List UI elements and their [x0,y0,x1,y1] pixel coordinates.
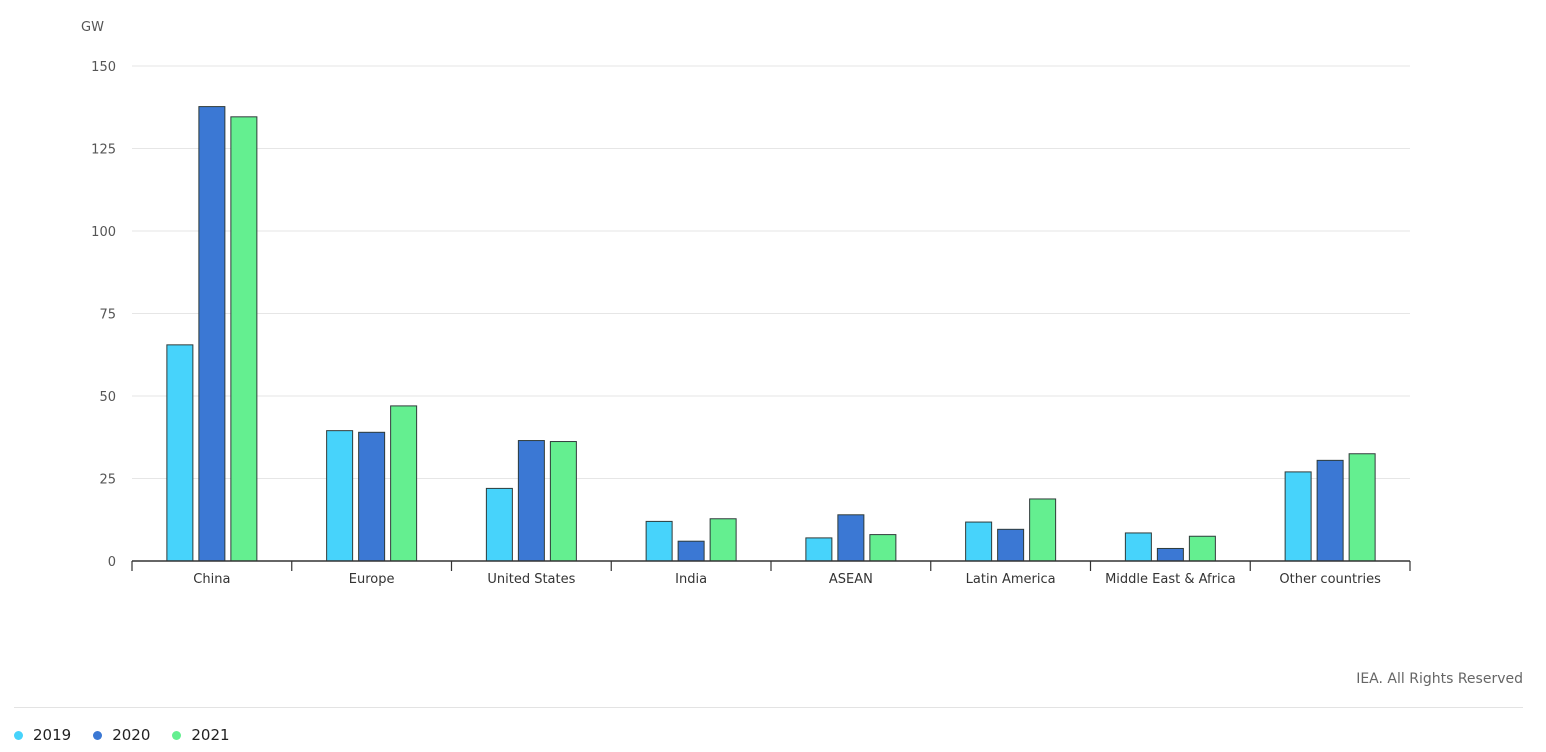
bar-europe-2019[interactable] [326,430,354,562]
bar-europe-2021[interactable] [390,405,418,562]
legend-item-2020[interactable]: 2020 [93,726,150,744]
bar-latin-america-2021[interactable] [1029,498,1057,562]
y-tick-label-100: 100 [91,225,116,240]
bar-china-2019[interactable] [166,344,194,562]
gridlines [132,65,1410,479]
bar-asean-2019[interactable] [805,537,833,562]
bars [166,106,1376,562]
x-tick-label-china: China [193,572,230,587]
bar-china-2021[interactable] [230,116,258,562]
bar-united-states-2019[interactable] [485,487,513,562]
x-tick-label-united-states: United States [487,572,575,587]
legend-item-2019[interactable]: 2019 [14,726,71,744]
y-tick-label-0: 0 [108,555,116,570]
legend-swatch-2019 [14,730,23,740]
bar-latin-america-2020[interactable] [997,528,1025,562]
bar-europe-2020[interactable] [358,431,386,562]
bar-other-countries-2020[interactable] [1316,459,1344,562]
legend-swatch-2020 [93,730,103,740]
bar-middle-east-africa-2019[interactable] [1124,532,1152,562]
y-tick-label-75: 75 [99,308,116,323]
footer-divider [14,707,1523,708]
legend-swatch-2021 [172,730,182,740]
y-tick-label-150: 150 [91,60,116,75]
credit-text: IEA. All Rights Reserved [1356,671,1523,687]
bar-india-2021[interactable] [709,518,737,562]
x-tick-label-europe: Europe [349,572,395,587]
x-tick-label-other-countries: Other countries [1279,572,1381,587]
bar-other-countries-2019[interactable] [1284,471,1312,562]
legend-item-2021[interactable]: 2021 [172,726,230,744]
x-axis: China Europe United States India ASEAN Latin … [131,560,1411,587]
bar-india-2020[interactable] [677,540,705,562]
x-tick-label-asean: ASEAN [829,572,873,587]
bar-middle-east-africa-2021[interactable] [1188,535,1216,562]
y-tick-label-50: 50 [99,390,116,405]
legend: 2019 2020 2021 [14,726,230,744]
bar-india-2019[interactable] [645,520,673,562]
legend-label-2019: 2019 [33,726,72,744]
legend-label-2021: 2021 [191,726,230,744]
bar-middle-east-africa-2020[interactable] [1156,547,1184,562]
y-tick-label-25: 25 [99,473,116,488]
bar-china-2020[interactable] [198,106,226,562]
y-tick-label-125: 125 [91,143,116,158]
x-tick-label-latin-america: Latin America [966,572,1056,587]
bar-asean-2020[interactable] [837,514,865,562]
bar-united-states-2020[interactable] [517,440,545,562]
x-tick-label-middle-east-africa: Middle East & Africa [1105,572,1236,587]
chart: 0 25 50 75 100 125 150 GW China Europe United St… [81,20,1411,587]
y-axis-ticks: 0 25 50 75 100 125 150 [91,60,116,570]
y-axis-label: GW [81,20,104,35]
x-tick-label-india: India [675,572,707,587]
bar-united-states-2021[interactable] [549,441,577,562]
bar-other-countries-2021[interactable] [1348,453,1376,562]
bar-latin-america-2019[interactable] [965,521,993,562]
legend-label-2020: 2020 [112,726,151,744]
bar-asean-2021[interactable] [869,534,897,562]
